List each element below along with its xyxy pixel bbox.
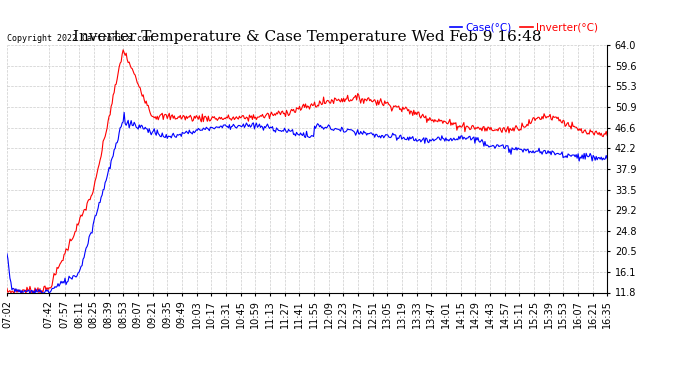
Text: Copyright 2022 Cartronics.com: Copyright 2022 Cartronics.com [7,34,152,43]
Legend: Case(°C), Inverter(°C): Case(°C), Inverter(°C) [446,18,602,36]
Title: Inverter Temperature & Case Temperature Wed Feb 9 16:48: Inverter Temperature & Case Temperature … [73,30,541,44]
